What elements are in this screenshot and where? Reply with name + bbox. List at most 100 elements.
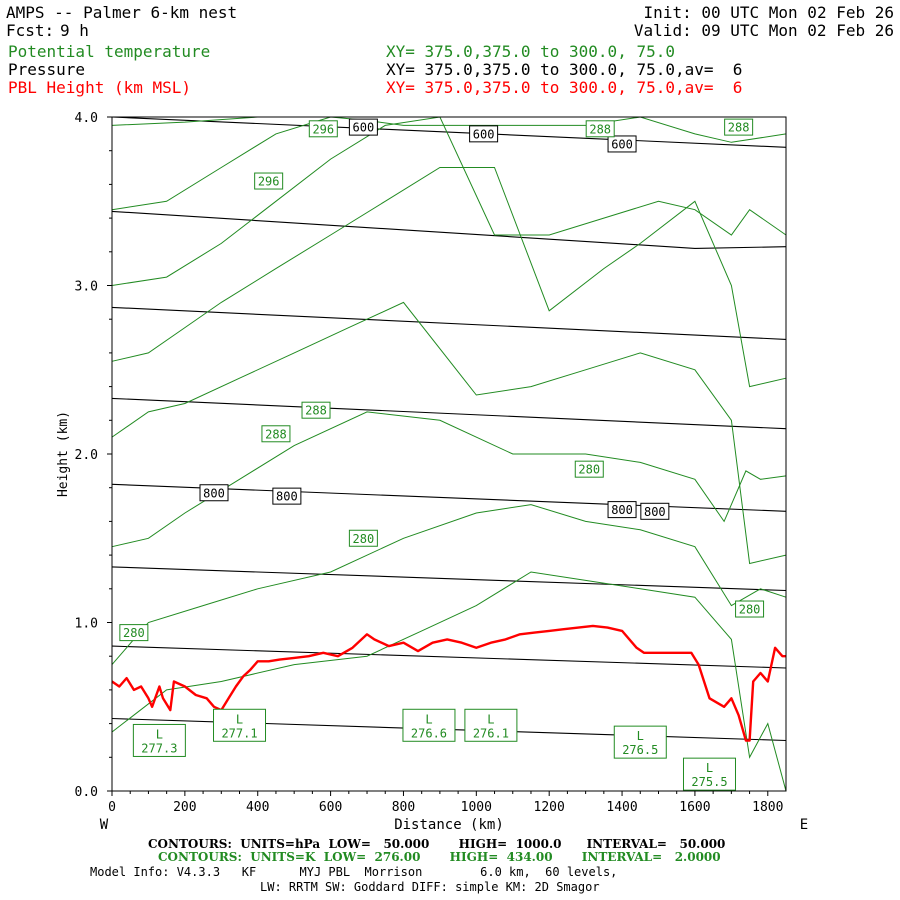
theta-contour-label-box: [301, 401, 331, 419]
init-time: Init: 00 UTC Mon 02 Feb 26: [643, 3, 894, 22]
x-tick-label: 600: [319, 800, 342, 815]
minimum-value: 277.3: [141, 741, 177, 755]
minimum-box: [132, 723, 186, 757]
x-tick-label: 1200: [534, 800, 565, 815]
minimum-box: [613, 725, 667, 759]
isentrope-line: [111, 571, 787, 792]
minimum-letter: L: [637, 729, 644, 743]
y-tick-label: 3.0: [75, 280, 98, 295]
theta-contour-label-box: [735, 600, 765, 618]
theta-contour-label: 288: [305, 404, 327, 418]
theta-isentropes: [111, 116, 787, 792]
pbl-height-series: [111, 624, 786, 742]
minimum-letter: L: [156, 727, 163, 741]
isobar-line: [111, 116, 787, 148]
theta-contour-label-box: [261, 425, 291, 443]
pressure-contour-label: 800: [644, 505, 666, 519]
minimum-box: [213, 708, 267, 742]
theta-contour-label: 288: [265, 427, 287, 441]
west-end-label: W: [100, 817, 109, 833]
theta-contour-label: 280: [578, 463, 600, 477]
pressure-contour-label: 600: [473, 127, 495, 141]
pressure-contour-label-box: [640, 502, 670, 520]
pressure-contour-label: 600: [611, 137, 633, 151]
theta-contour-label: 280: [353, 532, 375, 546]
isentrope-line: [111, 504, 787, 665]
footer-model-info: Model Info: V4.3.3 KF MYJ PBL Morrison 6…: [90, 865, 618, 879]
minimum-value: 276.1: [473, 726, 509, 740]
isentrope-line: [111, 116, 787, 211]
field-pbl-name: PBL Height (km MSL): [8, 78, 192, 97]
pbl-line: [111, 624, 786, 742]
y-tick-label: 0.0: [75, 785, 98, 800]
minimum-letter: L: [425, 712, 432, 726]
axes: 0 200 400 600 800 1000 1200 1400 1600 1800 0.0 1.0 2…: [75, 111, 784, 815]
x-tick-label: 200: [173, 800, 196, 815]
minimum-letter: L: [706, 761, 713, 775]
isentrope-line: [111, 167, 787, 388]
minimum-value: 276.6: [411, 726, 447, 740]
theta-contour-label-box: [308, 120, 338, 138]
theta-contour-label: 280: [123, 626, 145, 640]
pressure-contour-label-box: [348, 118, 378, 136]
pressure-contour-label-box: [199, 484, 229, 502]
theta-contour-label-box: [119, 624, 149, 642]
x-tick-label: 1400: [606, 800, 637, 815]
theta-contour-label-box: [254, 172, 284, 190]
x-axis-label: Distance (km): [394, 817, 504, 833]
isobar-line: [111, 645, 787, 669]
isobar-line: [111, 210, 787, 249]
theta-contour-label-box: [585, 120, 615, 138]
pressure-contour-label-box: [607, 501, 637, 519]
minimum-box: [682, 757, 736, 791]
y-tick-label: 2.0: [75, 448, 98, 463]
theta-contour-label: 280: [739, 603, 761, 617]
pressure-contour-label-box: [272, 487, 302, 505]
theta-contour-label-box: [574, 460, 604, 478]
minimum-letter: L: [236, 712, 243, 726]
pressure-contour-label-box: [469, 125, 499, 143]
x-tick-label: 400: [246, 800, 269, 815]
x-tick-label: 1600: [679, 800, 710, 815]
field-theta-xy: XY= 375.0,375.0 to 300.0, 75.0: [386, 42, 675, 61]
field-pressure-name: Pressure: [8, 60, 86, 79]
y-tick-label: 4.0: [75, 111, 98, 126]
field-pbl-xy: XY= 375.0,375.0 to 300.0, 75.0,av= 6: [386, 78, 743, 97]
pressure-isobars: [111, 116, 787, 742]
pressure-contour-label: 800: [203, 486, 225, 500]
minimum-letter: L: [487, 712, 494, 726]
isentrope-line: [111, 411, 787, 548]
minimum-value: 277.1: [221, 726, 257, 740]
theta-contour-label: 288: [728, 121, 750, 135]
isobar-line: [111, 306, 787, 340]
valid-time: Valid: 09 UTC Mon 02 Feb 26: [633, 21, 894, 40]
isobar-line: [111, 397, 787, 430]
minimum-value: 276.5: [622, 743, 658, 757]
forecast-value: 9 h: [60, 21, 89, 40]
pressure-contour-label: 800: [276, 490, 298, 504]
minimum-box: [402, 708, 456, 742]
minimum-value: 275.5: [691, 775, 727, 789]
footer-model-info-2: LW: RRTM SW: Goddard DIFF: simple KM: 2D…: [260, 880, 600, 894]
isentrope-line: [111, 301, 787, 565]
theta-contour-label: 296: [258, 175, 280, 189]
x-tick-label: 1000: [461, 800, 492, 815]
footer-pressure-contours: CONTOURS: UNITS=hPa LOW= 50.000 HIGH= 10…: [148, 837, 726, 851]
x-tick-label: 1800: [752, 800, 783, 815]
theta-contour-label: 288: [589, 122, 611, 136]
contour-labels: 600 600 600 800 800 800 800 296 296 288 288 288 288 2…: [119, 118, 765, 642]
isobar-line: [111, 566, 787, 592]
pressure-contour-label: 600: [353, 121, 375, 135]
theta-contour-label-box: [724, 118, 754, 136]
field-pressure-xy: XY= 375.0,375.0 to 300.0, 75.0,av= 6: [386, 60, 743, 79]
east-end-label: E: [800, 817, 808, 833]
y-tick-label: 1.0: [75, 617, 98, 632]
isentrope-line: [111, 116, 787, 286]
pressure-contour-label-box: [607, 135, 637, 153]
forecast-label: Fcst:: [6, 21, 55, 40]
x-tick-label: 800: [392, 800, 415, 815]
x-tick-label: 0: [108, 800, 116, 815]
chart-title: AMPS -- Palmer 6-km nest: [6, 3, 238, 22]
